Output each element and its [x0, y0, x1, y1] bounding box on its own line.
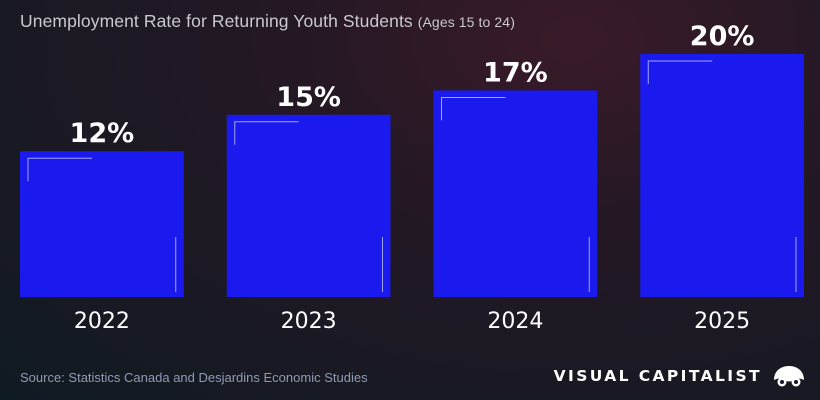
x-tick-label-2022: 2022: [74, 309, 130, 334]
brand: VISUAL CAPITALIST: [554, 364, 806, 388]
x-tick-label-2025: 2025: [694, 309, 750, 334]
bar-decoration-2022: [27, 157, 177, 292]
x-tick-label-2024: 2024: [487, 309, 543, 334]
visual-capitalist-logo-icon: [774, 366, 804, 387]
bar-group-2024: 17% 2024: [433, 57, 598, 334]
bar-value-label-2023: 15%: [276, 82, 341, 113]
bar-decoration-2023: [234, 121, 383, 292]
bar-value-label-2022: 12%: [70, 118, 135, 149]
bar-group-2023: 15% 2023: [226, 82, 391, 334]
bar-2023: [226, 114, 391, 297]
bar-group-2025: 20% 2025: [640, 21, 804, 334]
source-note: Source: Statistics Canada and Desjardins…: [20, 370, 368, 385]
chart-title: Unemployment Rate for Returning Youth St…: [20, 11, 515, 32]
bar-group-2022: 12% 2022: [20, 118, 184, 334]
bar-2022: [20, 151, 184, 297]
chart-title-subtitle: (Ages 15 to 24): [417, 14, 515, 30]
bar-value-label-2025: 20%: [690, 21, 755, 52]
x-tick-label-2023: 2023: [281, 309, 337, 334]
bar-decoration-2024: [441, 96, 590, 292]
bar-decoration-2025: [647, 60, 797, 292]
brand-name: VISUAL CAPITALIST: [553, 367, 762, 385]
chart-title-main: Unemployment Rate for Returning Youth St…: [20, 11, 413, 31]
bar-2024: [433, 90, 598, 297]
bar-2025: [640, 54, 804, 297]
bar-value-label-2024: 17%: [483, 57, 548, 88]
